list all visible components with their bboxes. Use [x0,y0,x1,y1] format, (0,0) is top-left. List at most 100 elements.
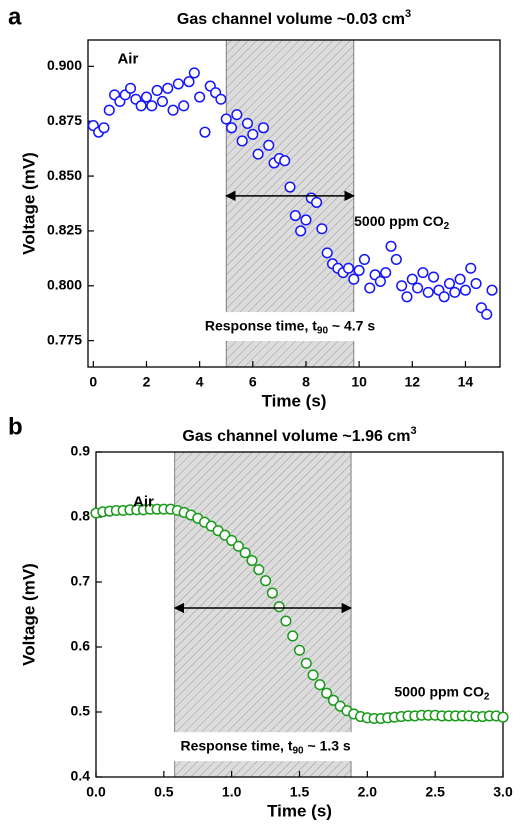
y-tick-label: 0.6 [71,638,91,654]
data-point [135,100,147,112]
x-tick-label: 2 [143,374,151,390]
data-point [124,82,137,94]
data-point [98,122,110,134]
x-tick-label: 12 [404,374,420,390]
plot-frame [95,451,504,778]
data-point [316,223,328,235]
data-point [470,278,482,290]
data-point [380,267,392,279]
y-axis-label: Voltage (mV) [19,152,38,255]
air-label: Air [133,494,154,511]
text-part: 3 [410,425,416,437]
x-tick-label: 10 [351,374,367,390]
plot-frame [87,39,501,368]
data-point [314,679,326,691]
data-point [422,286,434,298]
data-point [438,291,450,303]
data-point [279,155,291,167]
data-point [162,82,174,94]
panel-letter: b [8,413,23,440]
data-point [199,126,211,138]
data-point [156,95,168,107]
x-tick-label: 14 [458,374,474,390]
label-background [172,732,359,762]
y-tick-label: 0.825 [47,222,82,238]
air-label: Air [117,51,138,68]
y-tick-label: 0.900 [47,57,82,73]
data-point [253,564,265,576]
data-point [300,657,312,669]
data-point [273,601,285,613]
data-point [183,76,195,88]
data-point [146,100,158,112]
data-point [266,587,278,599]
data-point [280,615,292,627]
data-point [295,225,307,237]
data-point [321,687,333,699]
y-tick-label: 0.5 [71,703,91,719]
data-point [167,104,179,116]
data-point [231,109,243,121]
data-point [103,104,115,116]
data-point [449,286,461,298]
text-part: 5000 ppm CO [354,213,444,229]
data-point [412,282,424,294]
data-point [284,181,296,193]
text-part: 90 [292,745,304,756]
data-point [417,267,429,279]
data-point [342,262,355,274]
text-part: ~ 1.3 s [304,737,351,753]
y-tick-label: 0.800 [47,277,82,293]
text-part: Response time, t [205,317,317,333]
y-tick-label: 0.8 [71,508,91,524]
data-point [263,139,275,151]
data-point [486,284,498,296]
data-point [252,148,264,160]
data-point [178,100,190,112]
x-tick-label: 1.5 [290,784,310,800]
data-point [497,711,509,723]
gas-label: 5000 ppm CO2 [354,213,449,232]
data-point [232,540,244,552]
data-point [327,694,339,706]
data-point [307,669,319,681]
data-point [289,210,301,222]
data-point [427,271,440,283]
data-point [172,78,184,90]
x-axis-label: Time (s) [262,391,327,410]
text-part: 2 [484,691,490,702]
data-point [220,113,232,125]
data-point [194,91,206,103]
data-point [236,135,248,147]
y-tick-label: 0.775 [47,331,82,347]
data-point [257,122,269,134]
y-tick-label: 0.7 [71,573,91,589]
chart-title: Gas channel volume ~1.96 cm3 [182,425,416,445]
data-point [353,264,365,276]
data-point [459,284,471,296]
data-point [287,630,299,642]
text-part: ~ 4.7 s [328,317,375,333]
data-point [260,575,272,587]
response-label: Response time, t90 ~ 4.7 s [205,317,375,336]
data-point [348,273,360,285]
x-tick-label: 2.5 [425,784,445,800]
data-point [225,122,238,134]
data-point [140,91,153,103]
data-point [401,291,413,303]
chart-title: Gas channel volume ~0.03 cm3 [177,8,411,28]
x-tick-label: 4 [196,374,204,390]
text-part: Gas channel volume ~1.96 cm [182,428,410,445]
x-tick-label: 6 [249,374,257,390]
data-point [454,273,466,285]
y-tick-label: 0.9 [71,443,91,459]
data-point [241,117,254,129]
data-point [406,273,418,285]
text-part: 90 [317,325,329,336]
x-tick-label: 3.0 [493,784,513,800]
data-point [364,282,376,294]
y-tick-label: 0.875 [47,112,82,128]
data-point [239,547,251,559]
data-point [443,278,456,290]
